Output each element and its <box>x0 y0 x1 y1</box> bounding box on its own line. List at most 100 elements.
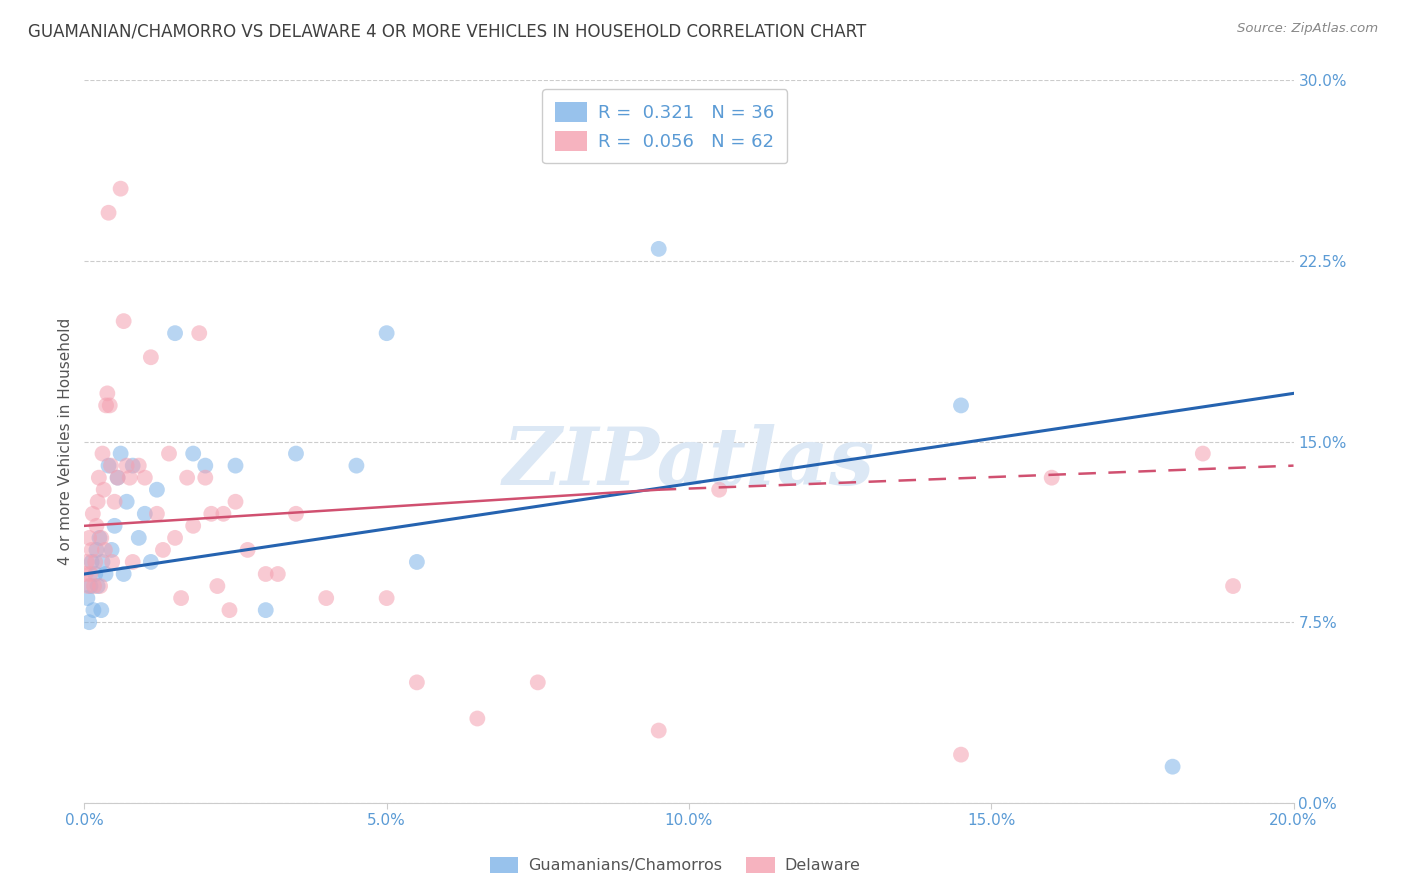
Point <box>950 398 973 412</box>
Point <box>104 519 127 533</box>
Point <box>128 458 150 473</box>
Point <box>84 555 107 569</box>
Point <box>134 507 156 521</box>
Point <box>89 579 111 593</box>
Point <box>648 723 671 738</box>
Point <box>157 446 180 460</box>
Point <box>82 507 104 521</box>
Point <box>1040 471 1063 485</box>
Point <box>110 446 132 460</box>
Text: GUAMANIAN/CHAMORRO VS DELAWARE 4 OR MORE VEHICLES IN HOUSEHOLD CORRELATION CHART: GUAMANIAN/CHAMORRO VS DELAWARE 4 OR MORE… <box>28 22 866 40</box>
Point <box>115 458 138 473</box>
Point <box>83 579 105 593</box>
Point <box>225 494 247 508</box>
Point <box>98 398 121 412</box>
Point <box>84 567 107 582</box>
Point <box>648 242 671 256</box>
Point <box>79 567 101 582</box>
Point <box>467 712 489 726</box>
Point <box>146 507 169 521</box>
Point <box>176 471 198 485</box>
Point <box>82 603 104 617</box>
Point <box>406 555 429 569</box>
Point <box>80 542 103 557</box>
Point <box>112 314 135 328</box>
Point <box>1222 579 1244 593</box>
Point <box>97 458 120 473</box>
Point <box>207 579 229 593</box>
Point <box>76 555 98 569</box>
Point <box>91 446 114 460</box>
Point <box>104 494 127 508</box>
Point <box>110 182 132 196</box>
Point <box>165 531 187 545</box>
Point <box>709 483 731 497</box>
Point <box>93 483 115 497</box>
Point <box>285 507 308 521</box>
Point <box>170 591 193 606</box>
Point <box>96 386 118 401</box>
Point <box>89 531 111 545</box>
Point <box>75 567 97 582</box>
Point <box>1161 760 1184 774</box>
Text: Source: ZipAtlas.com: Source: ZipAtlas.com <box>1237 22 1378 36</box>
Point <box>97 205 120 219</box>
Point <box>128 531 150 545</box>
Point <box>134 471 156 485</box>
Point <box>80 555 103 569</box>
Point <box>94 398 117 412</box>
Point <box>188 326 211 341</box>
Point <box>90 603 112 617</box>
Point <box>181 519 204 533</box>
Point <box>218 603 240 617</box>
Point <box>94 567 117 582</box>
Legend: R =  0.321   N = 36, R =  0.056   N = 62: R = 0.321 N = 36, R = 0.056 N = 62 <box>543 89 787 163</box>
Point <box>86 579 108 593</box>
Point <box>254 567 277 582</box>
Point <box>100 458 122 473</box>
Point <box>77 579 100 593</box>
Point <box>236 542 259 557</box>
Point <box>254 603 277 617</box>
Point <box>107 471 129 485</box>
Point <box>152 542 174 557</box>
Point <box>90 531 112 545</box>
Point <box>375 326 398 341</box>
Point <box>181 446 204 460</box>
Point <box>267 567 290 582</box>
Point <box>121 555 143 569</box>
Point <box>76 591 98 606</box>
Point <box>375 591 398 606</box>
Point <box>139 350 162 364</box>
Point <box>87 471 110 485</box>
Point <box>94 542 117 557</box>
Point <box>86 494 108 508</box>
Point <box>406 675 429 690</box>
Point <box>121 458 143 473</box>
Y-axis label: 4 or more Vehicles in Household: 4 or more Vehicles in Household <box>58 318 73 566</box>
Point <box>212 507 235 521</box>
Point <box>527 675 550 690</box>
Point <box>107 471 129 485</box>
Text: ZIPatlas: ZIPatlas <box>503 425 875 502</box>
Point <box>101 555 124 569</box>
Point <box>346 458 368 473</box>
Point <box>86 519 108 533</box>
Point <box>194 458 217 473</box>
Point <box>194 471 217 485</box>
Point <box>100 542 122 557</box>
Point <box>77 615 100 630</box>
Point <box>225 458 247 473</box>
Point <box>1192 446 1215 460</box>
Point <box>315 591 337 606</box>
Point <box>86 542 108 557</box>
Point <box>77 531 100 545</box>
Point <box>139 555 162 569</box>
Legend: Guamanians/Chamorros, Delaware: Guamanians/Chamorros, Delaware <box>484 850 866 880</box>
Point <box>146 483 169 497</box>
Point <box>118 471 141 485</box>
Point <box>165 326 187 341</box>
Point <box>115 494 138 508</box>
Point <box>285 446 308 460</box>
Point <box>950 747 973 762</box>
